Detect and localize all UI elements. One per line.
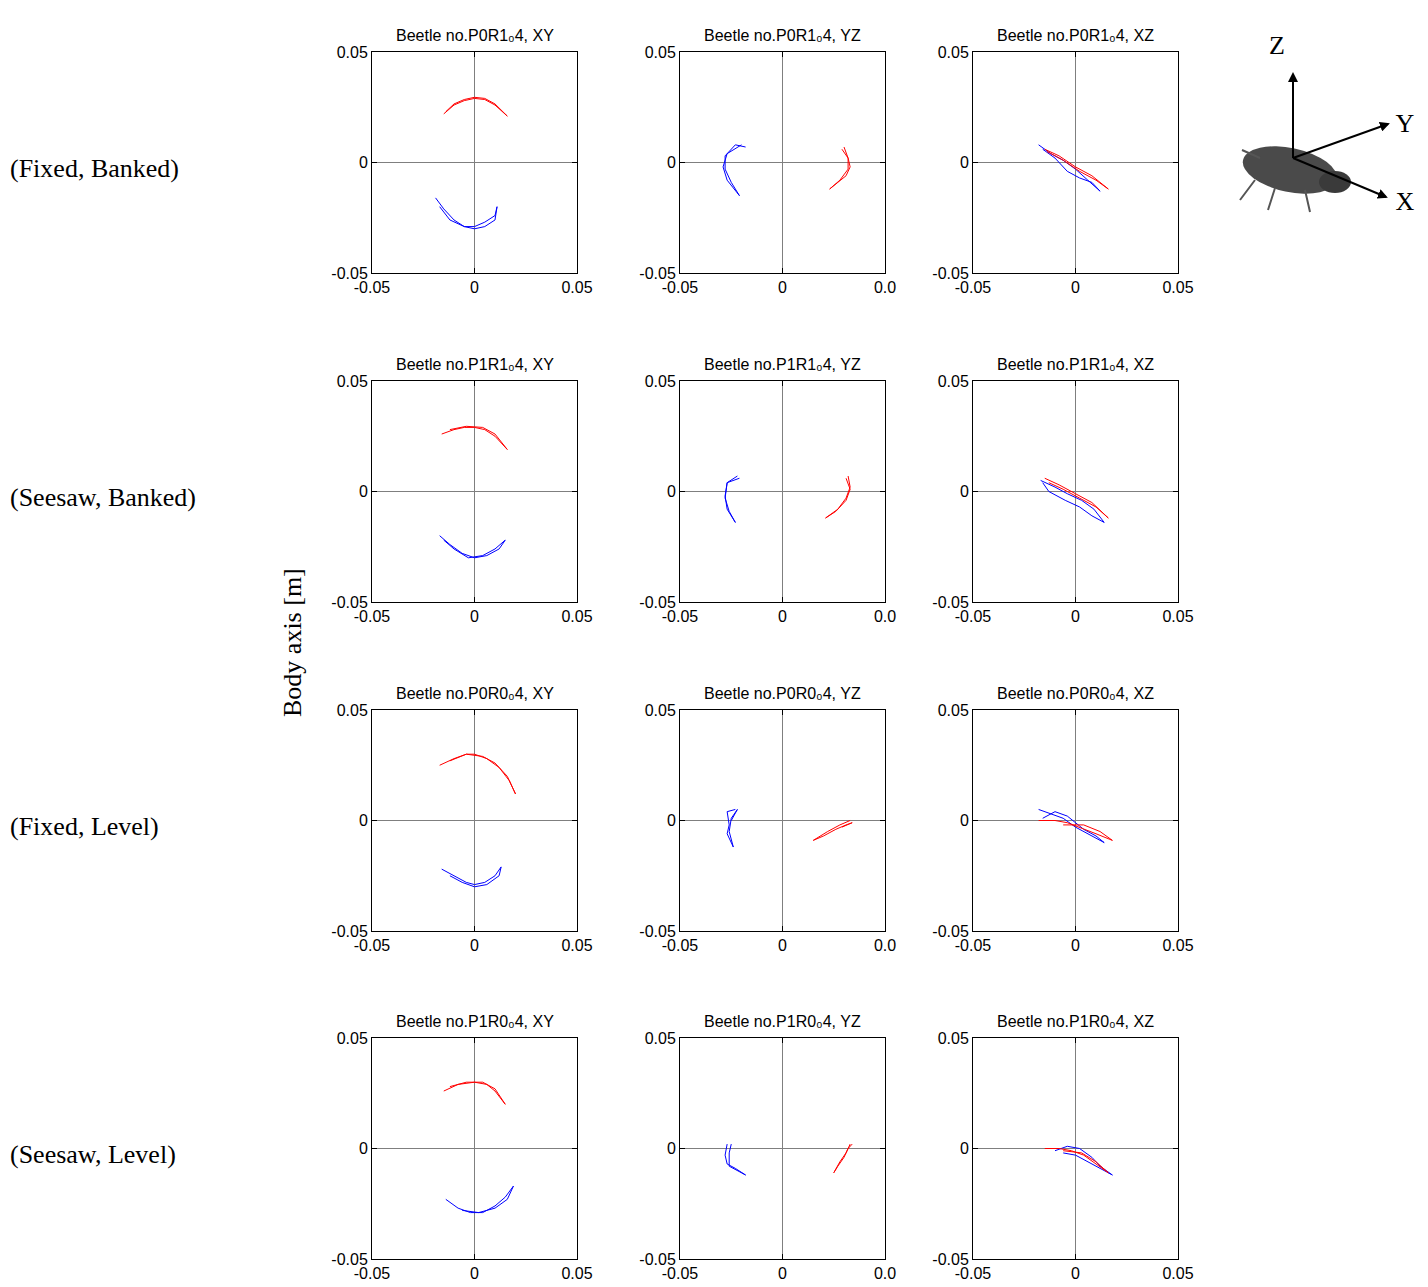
- svg-text:0.05: 0.05: [337, 44, 368, 61]
- svg-text:0.05: 0.05: [938, 373, 969, 390]
- svg-text:-0.05: -0.05: [331, 1251, 368, 1268]
- svg-text:0.05: 0.05: [337, 1030, 368, 1047]
- svg-text:X: X: [1396, 187, 1415, 216]
- svg-text:-0.05: -0.05: [354, 608, 391, 625]
- svg-text:0.0: 0.0: [874, 1265, 896, 1282]
- svg-text:-0.05: -0.05: [354, 279, 391, 296]
- svg-text:Beetle no.P0R0₀4, YZ: Beetle no.P0R0₀4, YZ: [704, 685, 861, 702]
- svg-text:0.05: 0.05: [1162, 279, 1193, 296]
- svg-text:Beetle no.P0R1₀4, YZ: Beetle no.P0R1₀4, YZ: [704, 27, 861, 44]
- svg-text:0.05: 0.05: [1162, 608, 1193, 625]
- svg-text:0: 0: [359, 812, 368, 829]
- svg-text:-0.05: -0.05: [955, 937, 992, 954]
- svg-text:0.05: 0.05: [645, 1030, 676, 1047]
- svg-text:0: 0: [470, 279, 479, 296]
- svg-text:Beetle no.P1R0₀4, XY: Beetle no.P1R0₀4, XY: [396, 1013, 554, 1030]
- svg-text:0: 0: [960, 1140, 969, 1157]
- svg-text:Beetle no.P0R1₀4, XZ: Beetle no.P0R1₀4, XZ: [997, 27, 1154, 44]
- svg-text:-0.05: -0.05: [662, 279, 699, 296]
- svg-text:0: 0: [667, 483, 676, 500]
- svg-text:-0.05: -0.05: [639, 265, 676, 282]
- svg-text:0.05: 0.05: [561, 608, 592, 625]
- svg-text:0.05: 0.05: [938, 702, 969, 719]
- svg-text:0: 0: [1071, 937, 1080, 954]
- svg-text:0: 0: [778, 937, 787, 954]
- svg-text:0: 0: [359, 483, 368, 500]
- svg-text:0.05: 0.05: [561, 279, 592, 296]
- svg-text:Beetle no.P0R0₀4, XY: Beetle no.P0R0₀4, XY: [396, 685, 554, 702]
- svg-text:-0.05: -0.05: [932, 923, 969, 940]
- svg-text:-0.05: -0.05: [354, 1265, 391, 1282]
- svg-text:0: 0: [470, 937, 479, 954]
- svg-text:0.05: 0.05: [938, 1030, 969, 1047]
- svg-text:0.05: 0.05: [337, 373, 368, 390]
- svg-text:0.05: 0.05: [1162, 937, 1193, 954]
- svg-text:-0.05: -0.05: [955, 1265, 992, 1282]
- svg-text:0: 0: [1071, 608, 1080, 625]
- svg-text:-0.05: -0.05: [639, 923, 676, 940]
- svg-text:Beetle no.P1R1₀4, XY: Beetle no.P1R1₀4, XY: [396, 356, 554, 373]
- svg-text:-0.05: -0.05: [955, 279, 992, 296]
- svg-text:-0.05: -0.05: [354, 937, 391, 954]
- svg-text:0: 0: [667, 154, 676, 171]
- svg-text:Beetle no.P0R1₀4, XY: Beetle no.P0R1₀4, XY: [396, 27, 554, 44]
- svg-text:0: 0: [470, 608, 479, 625]
- svg-text:Beetle no.P0R0₀4, XZ: Beetle no.P0R0₀4, XZ: [997, 685, 1154, 702]
- svg-text:-0.05: -0.05: [932, 1251, 969, 1268]
- svg-text:Beetle no.P1R1₀4, YZ: Beetle no.P1R1₀4, YZ: [704, 356, 861, 373]
- svg-text:(Fixed, Level): (Fixed, Level): [10, 812, 159, 841]
- svg-text:-0.05: -0.05: [932, 265, 969, 282]
- svg-text:-0.05: -0.05: [662, 608, 699, 625]
- svg-text:0.05: 0.05: [337, 702, 368, 719]
- svg-text:(Fixed, Banked): (Fixed, Banked): [10, 154, 179, 183]
- svg-text:0: 0: [1071, 1265, 1080, 1282]
- svg-text:-0.05: -0.05: [331, 265, 368, 282]
- svg-text:0: 0: [960, 154, 969, 171]
- svg-text:(Seesaw, Level): (Seesaw, Level): [10, 1140, 176, 1169]
- svg-text:Beetle no.P1R0₀4, YZ: Beetle no.P1R0₀4, YZ: [704, 1013, 861, 1030]
- svg-text:0: 0: [667, 812, 676, 829]
- svg-text:0: 0: [778, 608, 787, 625]
- svg-text:-0.05: -0.05: [331, 594, 368, 611]
- svg-text:0: 0: [778, 1265, 787, 1282]
- svg-text:Beetle no.P1R1₀4, XZ: Beetle no.P1R1₀4, XZ: [997, 356, 1154, 373]
- svg-text:Body axis [m]: Body axis [m]: [278, 568, 307, 717]
- svg-text:0.05: 0.05: [645, 44, 676, 61]
- svg-text:Z: Z: [1269, 31, 1285, 60]
- svg-text:0: 0: [960, 812, 969, 829]
- svg-text:(Seesaw, Banked): (Seesaw, Banked): [10, 483, 196, 512]
- svg-text:0: 0: [359, 154, 368, 171]
- svg-text:-0.05: -0.05: [662, 1265, 699, 1282]
- svg-text:0: 0: [778, 279, 787, 296]
- svg-text:0.0: 0.0: [874, 279, 896, 296]
- svg-text:0: 0: [1071, 279, 1080, 296]
- svg-text:0: 0: [667, 1140, 676, 1157]
- svg-text:-0.05: -0.05: [662, 937, 699, 954]
- svg-text:-0.05: -0.05: [955, 608, 992, 625]
- svg-text:Beetle no.P1R0₀4, XZ: Beetle no.P1R0₀4, XZ: [997, 1013, 1154, 1030]
- svg-text:0.0: 0.0: [874, 608, 896, 625]
- svg-text:0.05: 0.05: [645, 702, 676, 719]
- svg-text:-0.05: -0.05: [639, 1251, 676, 1268]
- svg-text:0: 0: [960, 483, 969, 500]
- svg-text:-0.05: -0.05: [639, 594, 676, 611]
- svg-text:-0.05: -0.05: [331, 923, 368, 940]
- svg-text:0.05: 0.05: [561, 937, 592, 954]
- svg-text:0.0: 0.0: [874, 937, 896, 954]
- svg-text:Y: Y: [1396, 109, 1415, 138]
- svg-text:0.05: 0.05: [561, 1265, 592, 1282]
- svg-text:-0.05: -0.05: [932, 594, 969, 611]
- svg-text:0: 0: [470, 1265, 479, 1282]
- svg-text:0.05: 0.05: [645, 373, 676, 390]
- svg-text:0: 0: [359, 1140, 368, 1157]
- svg-text:0.05: 0.05: [1162, 1265, 1193, 1282]
- svg-text:0.05: 0.05: [938, 44, 969, 61]
